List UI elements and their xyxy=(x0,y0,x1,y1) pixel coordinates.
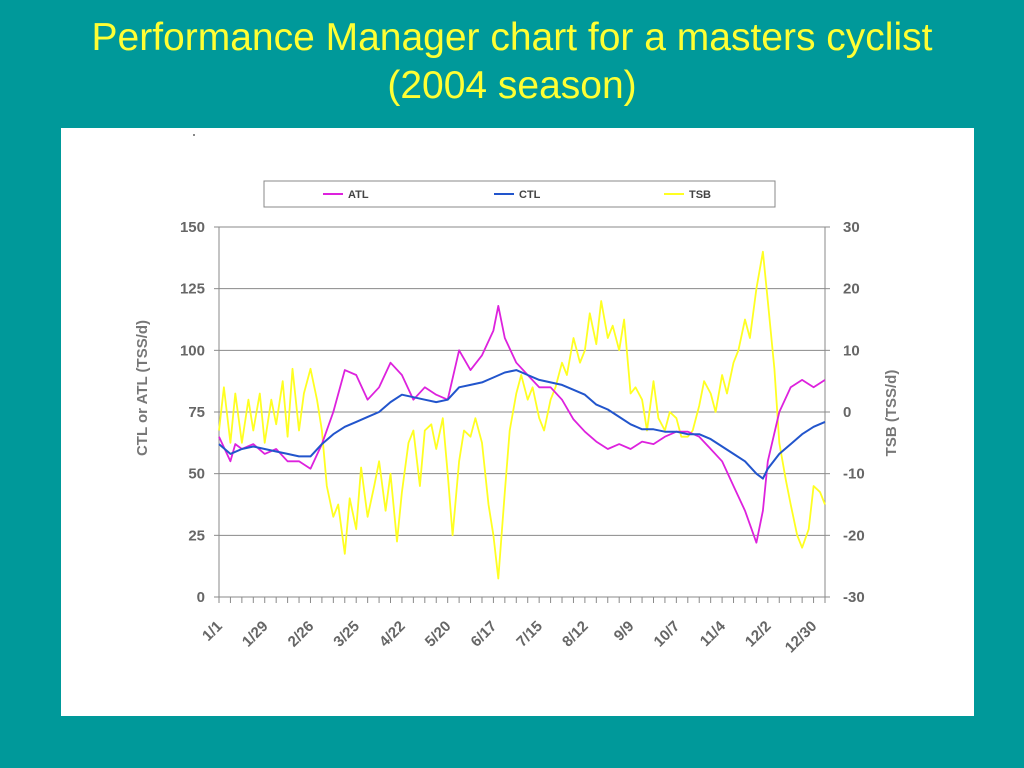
left-tick-label: 0 xyxy=(197,589,205,606)
series-lines xyxy=(218,250,826,580)
axes xyxy=(214,226,830,603)
right-tick-label: -10 xyxy=(843,466,865,483)
series-atl-line xyxy=(218,304,826,544)
legend-atl-label: ATL xyxy=(348,189,369,201)
x-tick-label: 5/20 xyxy=(422,618,455,651)
right-tick-label: -30 xyxy=(843,589,865,606)
chart-panel: ATL CTL TSB 0 -30 25 -20 50 -10 75 0 100 10 125 20 1… xyxy=(61,128,974,716)
x-tick-label: 7/15 xyxy=(513,618,546,651)
x-tick-label: 12/30 xyxy=(782,618,821,657)
x-tick-label: 2/26 xyxy=(285,618,318,651)
left-tick-label: 25 xyxy=(188,527,205,544)
grid-lines xyxy=(219,226,825,598)
right-tick-label: 30 xyxy=(843,219,860,236)
x-tick-label: 12/2 xyxy=(742,618,775,651)
series-ctl-line xyxy=(218,369,826,480)
x-tick-label: 6/17 xyxy=(468,618,501,651)
left-tick-label: 50 xyxy=(188,466,205,483)
chart-svg: ATL CTL TSB 0 -30 25 -20 50 -10 75 0 100 10 125 20 1… xyxy=(134,134,900,656)
left-tick-label: 75 xyxy=(188,404,205,421)
x-tick-label: 10/7 xyxy=(651,618,684,651)
slide-title-line2: (2004 season) xyxy=(387,64,637,107)
x-tick-label: 3/25 xyxy=(330,618,363,651)
x-tick-label: 1/29 xyxy=(239,618,272,651)
stray-mark xyxy=(193,134,195,136)
left-tick-label: 100 xyxy=(180,342,205,359)
legend-ctl-label: CTL xyxy=(519,189,541,201)
slide-title: Performance Manager chart for a masters … xyxy=(0,14,1024,110)
slide-title-line1: Performance Manager chart for a masters … xyxy=(91,16,933,59)
left-tick-label: 125 xyxy=(180,281,205,298)
x-tick-label: 8/12 xyxy=(559,618,592,651)
x-tick-label: 9/9 xyxy=(611,618,638,645)
right-tick-label: -20 xyxy=(843,527,865,544)
left-axis-title: CTL or ATL (TSS/d) xyxy=(134,320,151,456)
legend-box xyxy=(263,180,776,208)
legend: ATL CTL TSB xyxy=(263,180,776,208)
right-tick-label: 0 xyxy=(843,404,851,421)
series-tsb-line xyxy=(218,250,826,580)
x-tick-label: 1/1 xyxy=(199,618,226,645)
tick-labels: 0 -30 25 -20 50 -10 75 0 100 10 125 20 150 30 1/1 1/29 2… xyxy=(180,219,865,656)
left-tick-label: 150 xyxy=(180,219,205,236)
right-tick-label: 10 xyxy=(843,342,860,359)
legend-tsb-label: TSB xyxy=(689,189,711,201)
right-axis-title: TSB (TSS/d) xyxy=(883,370,900,457)
x-tick-label: 11/4 xyxy=(697,617,730,650)
x-tick-label: 4/22 xyxy=(376,618,409,651)
right-tick-label: 20 xyxy=(843,281,860,298)
